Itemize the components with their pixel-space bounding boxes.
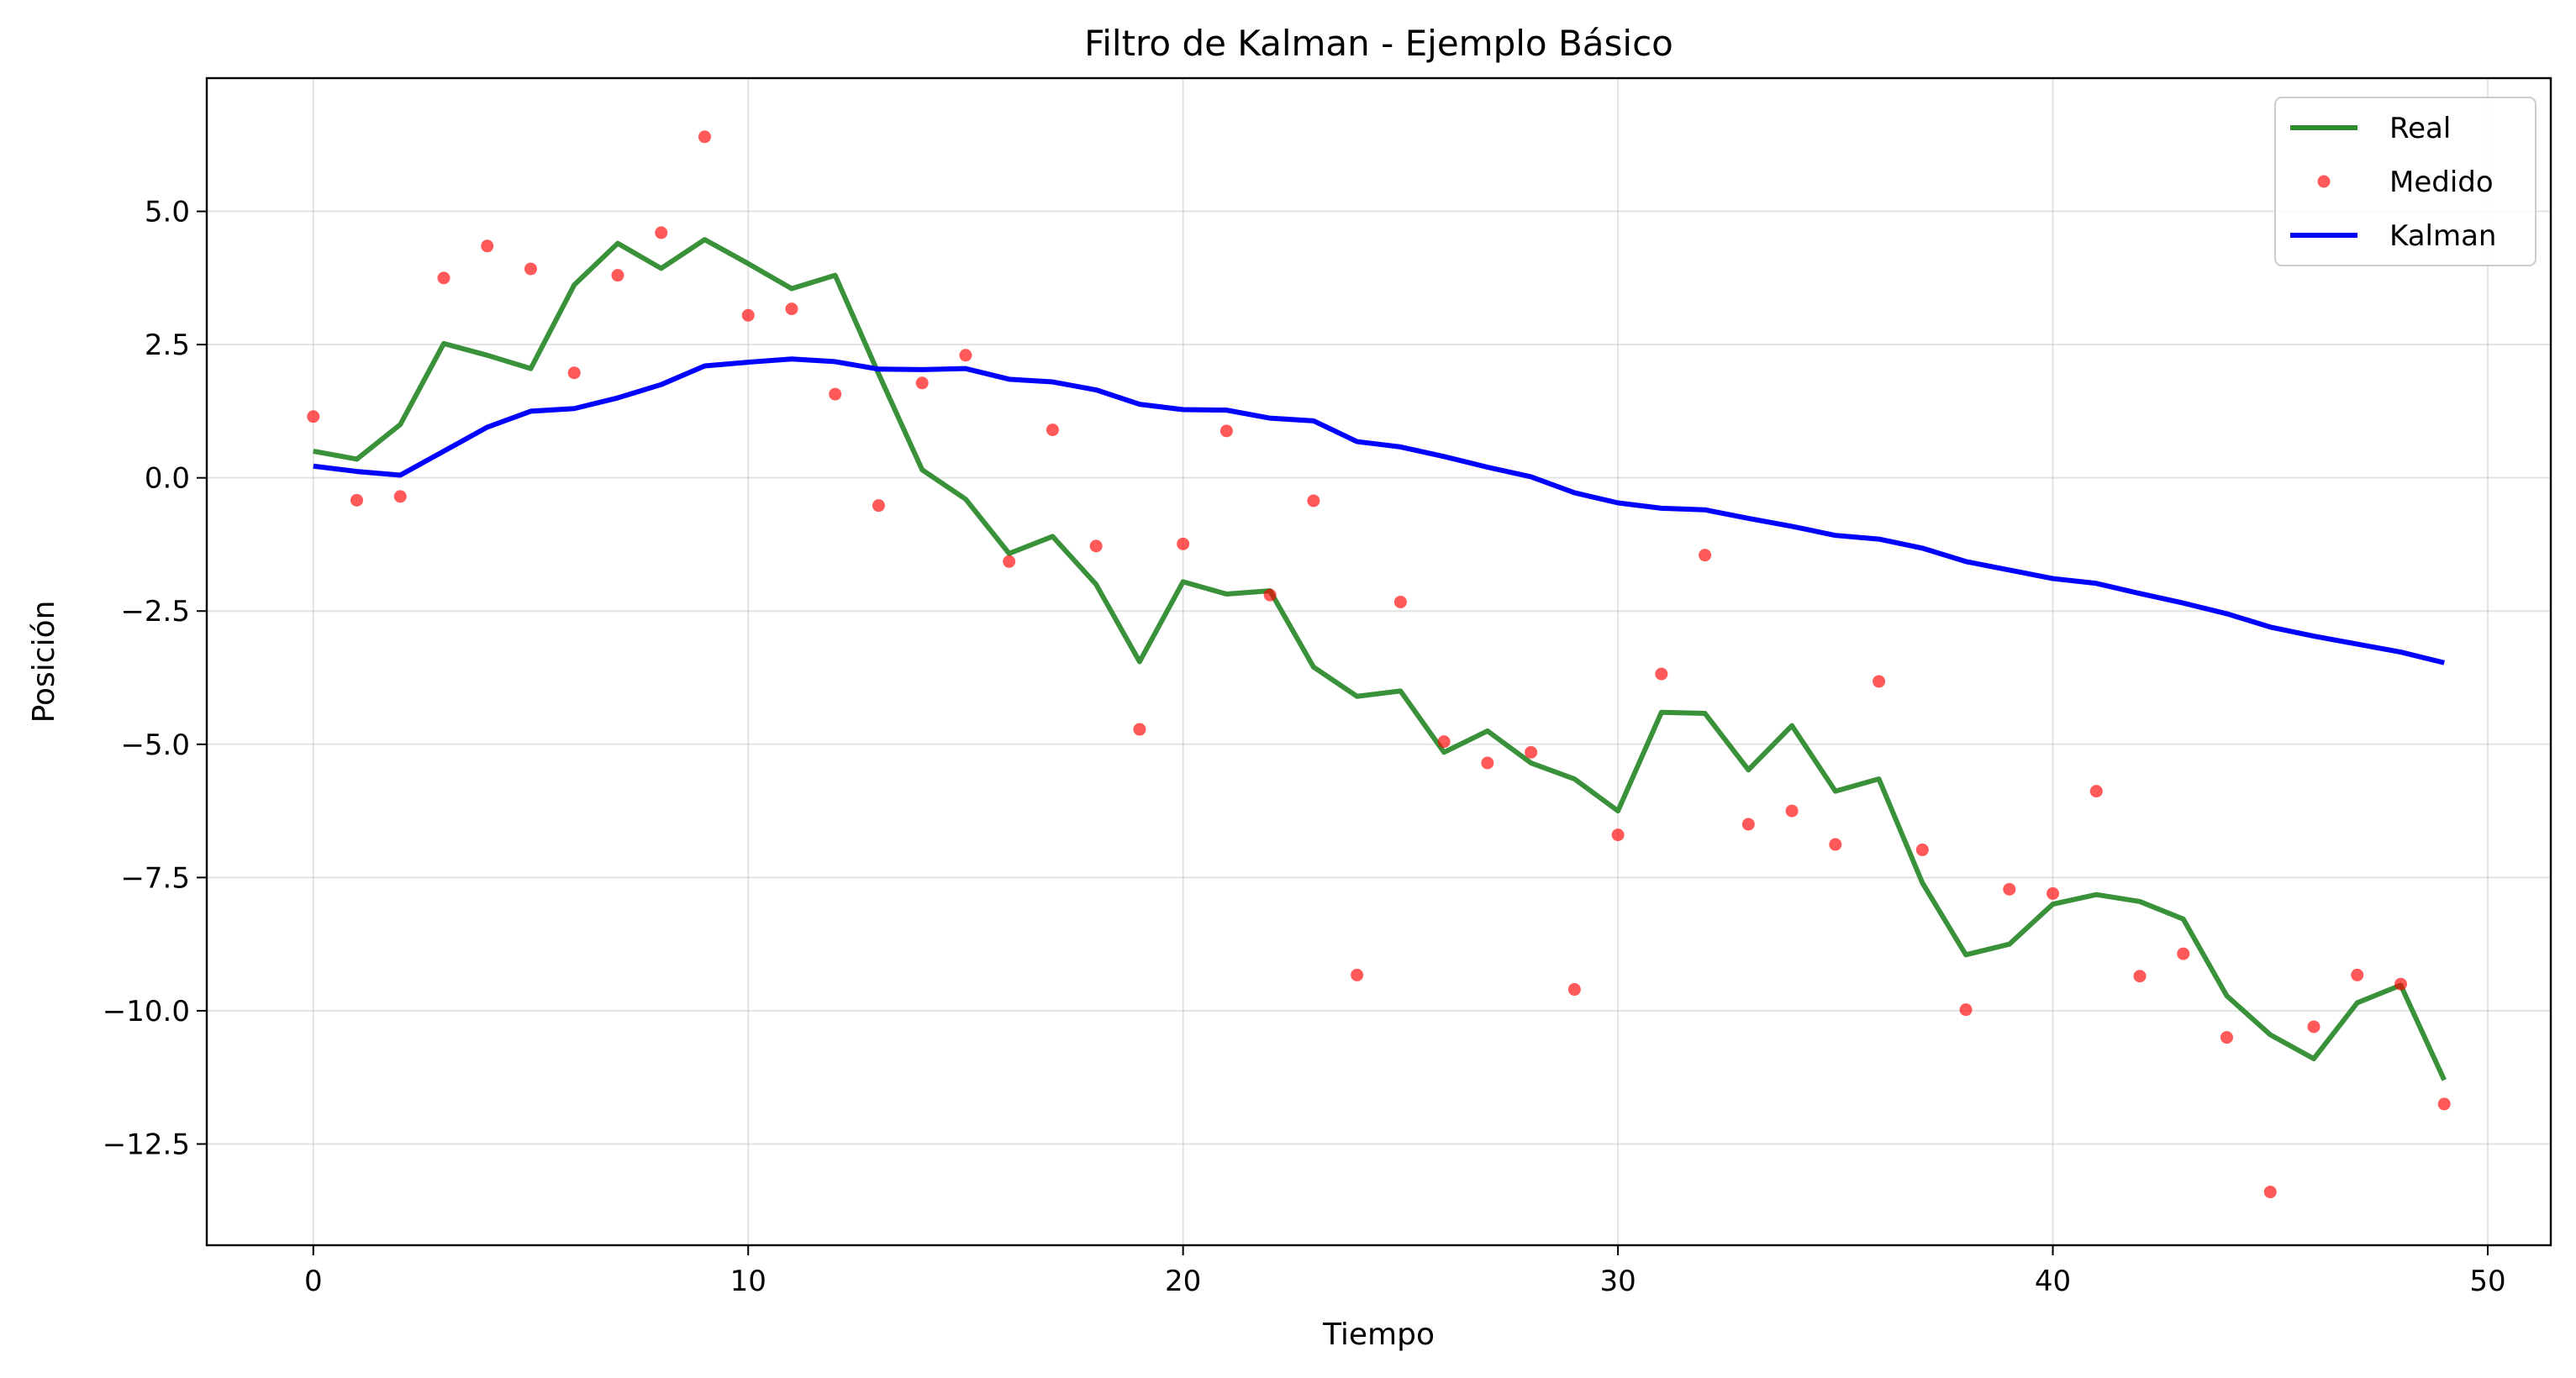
data-point-medido <box>1567 983 1581 997</box>
data-point-medido <box>307 410 320 423</box>
x-tick-label: 50 <box>2469 1265 2505 1298</box>
data-point-medido <box>2133 970 2147 983</box>
series-layer <box>307 130 2451 1199</box>
data-point-medido <box>1046 423 1059 437</box>
data-point-medido <box>1177 537 1190 550</box>
data-point-medido <box>437 271 450 285</box>
data-point-medido <box>2394 977 2407 991</box>
data-point-medido <box>829 387 842 401</box>
data-point-medido <box>1829 838 1842 851</box>
grid-lines <box>207 78 2551 1245</box>
data-point-medido <box>1699 549 1712 562</box>
data-point-medido <box>2307 1020 2321 1034</box>
data-point-medido <box>1133 723 1146 736</box>
legend: Real Medido Kalman <box>2274 97 2536 266</box>
data-point-medido <box>393 490 407 503</box>
y-tick-label: 0.0 <box>145 462 190 496</box>
data-point-medido <box>698 130 711 144</box>
legend-label-medido: Medido <box>2389 166 2494 199</box>
data-point-medido <box>1003 555 1016 568</box>
data-point-medido <box>2089 785 2103 798</box>
data-point-medido <box>567 366 581 380</box>
data-point-medido <box>1785 804 1799 818</box>
legend-box <box>2274 97 2536 266</box>
y-tick-label: 2.5 <box>145 329 190 362</box>
y-tick-label: −5.0 <box>120 728 190 762</box>
legend-swatch-medido <box>2317 175 2331 188</box>
data-point-medido <box>2263 1186 2277 1199</box>
axis-ticks: 0 10 20 30 40 50 5.0 2.5 0.0 −2.5 −5.0 −7.5 −10.0 −12… <box>103 196 2506 1298</box>
data-point-medido <box>785 302 798 316</box>
x-tick-label: 20 <box>1165 1265 1201 1298</box>
data-point-medido <box>1873 675 1886 688</box>
data-point-medido <box>1959 1003 1973 1017</box>
data-point-medido <box>1481 756 1494 770</box>
y-tick-label: 5.0 <box>145 196 190 229</box>
x-tick-label: 30 <box>1599 1265 1636 1298</box>
data-point-medido <box>959 349 972 362</box>
data-point-medido <box>1525 745 1538 759</box>
data-point-medido <box>350 493 364 507</box>
data-point-medido <box>2177 947 2190 960</box>
data-point-medido <box>915 376 929 390</box>
data-point-medido <box>1263 588 1277 602</box>
y-axis-label: Posición <box>27 601 61 723</box>
data-point-medido <box>2437 1097 2451 1111</box>
x-tick-label: 0 <box>304 1265 323 1298</box>
y-tick-label: −12.5 <box>103 1128 190 1161</box>
series-line-real <box>313 237 2447 1081</box>
y-tick-label: −2.5 <box>120 595 190 629</box>
data-point-medido <box>2351 968 2364 981</box>
data-point-medido <box>1741 818 1755 831</box>
data-point-medido <box>1089 539 1103 553</box>
data-point-medido <box>1393 595 1407 608</box>
data-point-medido <box>524 262 537 276</box>
y-tick-label: −10.0 <box>103 995 190 1028</box>
plot-frame <box>205 76 2552 1247</box>
data-point-medido <box>872 499 885 513</box>
x-tick-label: 10 <box>730 1265 766 1298</box>
x-tick-label: 40 <box>2035 1265 2071 1298</box>
data-point-medido <box>2003 882 2016 896</box>
data-point-medido <box>1655 667 1668 681</box>
y-tick-label: −7.5 <box>120 861 190 895</box>
data-point-medido <box>655 226 668 239</box>
legend-label-real: Real <box>2389 112 2451 145</box>
data-point-medido <box>2220 1031 2234 1044</box>
data-point-medido <box>1611 828 1625 842</box>
legend-label-kalman: Kalman <box>2389 219 2496 253</box>
data-point-medido <box>1351 968 1364 981</box>
chart-title: Filtro de Kalman - Ejemplo Básico <box>1084 23 1673 64</box>
data-point-medido <box>741 308 755 322</box>
data-point-medido <box>1307 494 1320 508</box>
data-point-medido <box>481 239 494 253</box>
data-point-medido <box>1915 843 1929 856</box>
data-point-medido <box>1437 735 1451 749</box>
x-axis-label: Tiempo <box>1322 1318 1435 1352</box>
data-point-medido <box>1220 424 1233 438</box>
data-point-medido <box>611 269 624 282</box>
series-line-kalman <box>313 356 2445 665</box>
data-point-medido <box>2047 886 2060 900</box>
